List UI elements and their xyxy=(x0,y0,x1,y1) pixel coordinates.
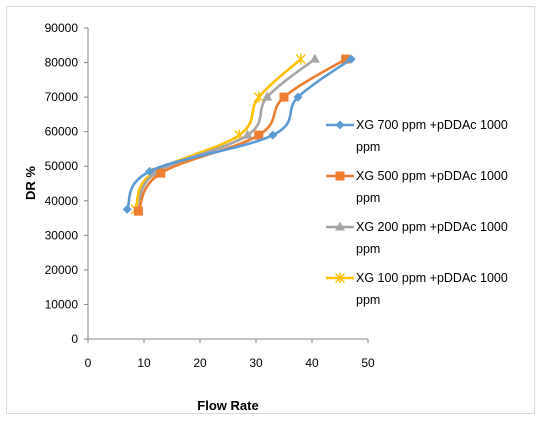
series-line xyxy=(137,58,316,212)
data-point-square xyxy=(156,168,166,178)
legend-marker-triangle xyxy=(335,221,345,231)
x-tick-label: 10 xyxy=(137,356,151,370)
y-tick-label: 70000 xyxy=(45,90,79,104)
legend-marker-diamond xyxy=(335,120,345,130)
series-line xyxy=(137,57,347,212)
data-point-star xyxy=(253,91,264,103)
x-tick-label: 30 xyxy=(249,356,263,370)
legend-entry: XG 700 ppm +pDDAc 1000 ppm xyxy=(326,118,508,154)
series-2 xyxy=(133,53,320,215)
legend-label: ppm xyxy=(356,140,380,154)
y-tick-label: 90000 xyxy=(45,21,79,35)
data-point-square xyxy=(279,92,289,102)
x-tick-label: 40 xyxy=(305,356,319,370)
legend-label: XG 100 ppm +pDDAc 1000 xyxy=(356,271,508,285)
y-tick-label: 0 xyxy=(71,332,78,346)
y-tick-label: 30000 xyxy=(45,228,79,242)
y-tick-label: 40000 xyxy=(45,194,79,208)
series-1 xyxy=(133,54,351,216)
data-point-diamond xyxy=(145,166,155,176)
y-tick-label: 10000 xyxy=(45,297,79,311)
legend-marker-star xyxy=(335,272,345,284)
y-tick-label: 20000 xyxy=(45,263,79,277)
data-point-triangle xyxy=(309,53,320,63)
data-point-triangle xyxy=(262,91,273,101)
x-tick-label: 20 xyxy=(193,356,207,370)
y-tick-label: 80000 xyxy=(45,56,79,70)
data-point-diamond xyxy=(293,92,303,102)
axes: 0 10000 20000 30000 40000 50000 60000 70000 8000… xyxy=(45,21,375,370)
data-point-diamond xyxy=(122,204,132,214)
data-point-square xyxy=(254,130,264,140)
y-tick-label: 50000 xyxy=(45,159,79,173)
legend-label: ppm xyxy=(356,242,380,256)
x-tick-label: 0 xyxy=(85,356,92,370)
series-3 xyxy=(130,53,306,215)
x-axis-title: Flow Rate xyxy=(197,398,258,413)
data-point-square xyxy=(341,54,351,64)
legend-label: ppm xyxy=(356,191,380,205)
chart-frame xyxy=(6,6,535,414)
y-tick-label: 60000 xyxy=(45,125,79,139)
legend-entry: XG 100 ppm +pDDAc 1000 ppm xyxy=(326,271,508,307)
legend-label: XG 700 ppm +pDDAc 1000 xyxy=(356,118,508,132)
data-point-star xyxy=(295,53,306,65)
x-tick-label: 50 xyxy=(361,356,375,370)
legend-entry: XG 500 ppm +pDDAc 1000 ppm xyxy=(326,169,508,205)
data-point-triangle xyxy=(242,129,253,139)
legend-label: XG 500 ppm +pDDAc 1000 xyxy=(356,169,508,183)
legend-label: XG 200 ppm +pDDAc 1000 xyxy=(356,220,508,234)
legend-marker-square xyxy=(335,171,345,181)
data-point-square xyxy=(133,206,143,216)
series-0 xyxy=(122,54,356,214)
legend-entry: XG 200 ppm +pDDAc 1000 ppm xyxy=(326,220,508,256)
legend-label: ppm xyxy=(356,293,380,307)
y-axis-title: DR % xyxy=(23,166,38,200)
series-layer xyxy=(122,53,356,216)
data-point-diamond xyxy=(346,54,356,64)
data-point-diamond xyxy=(268,130,278,140)
